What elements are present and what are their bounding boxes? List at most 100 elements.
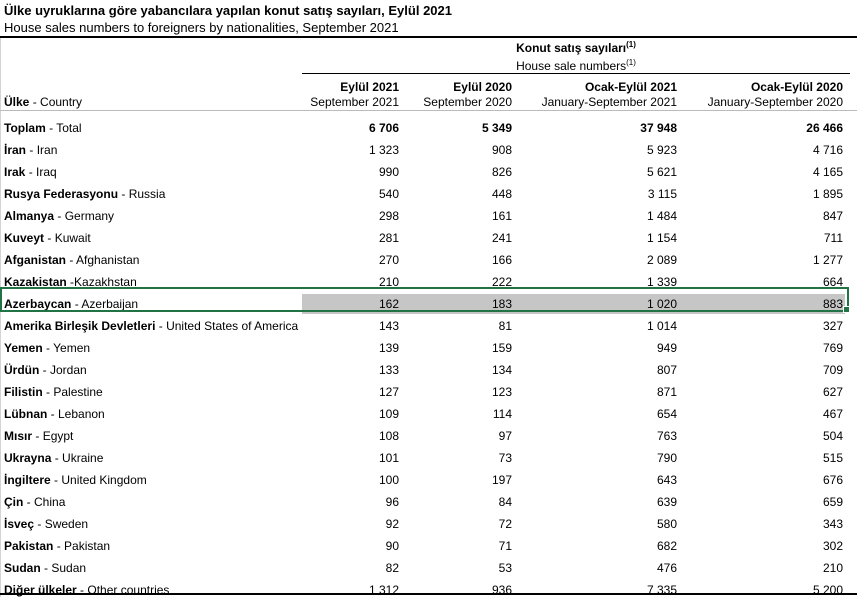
value-cell[interactable]: 37 948	[640, 121, 677, 135]
value-cell[interactable]: 5 349	[481, 121, 512, 135]
value-cell[interactable]: 5 923	[646, 143, 677, 157]
value-cell[interactable]: 769	[822, 341, 843, 355]
fill-handle[interactable]	[843, 306, 850, 313]
value-cell[interactable]: 627	[822, 385, 843, 399]
value-cell[interactable]: 143	[378, 319, 399, 333]
value-cell[interactable]: 210	[378, 275, 399, 289]
value-cell[interactable]: 949	[656, 341, 677, 355]
table-row[interactable]: Pakistan - Pakistan 90 71 682 302	[0, 535, 857, 557]
value-cell[interactable]: 1 014	[646, 319, 677, 333]
value-cell[interactable]: 343	[822, 517, 843, 531]
value-cell[interactable]: 4 716	[812, 143, 843, 157]
value-cell[interactable]: 990	[378, 165, 399, 179]
value-cell[interactable]: 222	[491, 275, 512, 289]
value-cell[interactable]: 100	[378, 473, 399, 487]
table-row[interactable]: Lübnan - Lebanon 109 114 654 467	[0, 403, 857, 425]
table-row[interactable]: Amerika Birleşik Devletleri - United Sta…	[0, 315, 857, 337]
value-cell[interactable]: 90	[385, 539, 399, 553]
value-cell[interactable]: 1 020	[646, 297, 677, 311]
value-cell[interactable]: 73	[498, 451, 512, 465]
value-cell[interactable]: 114	[492, 407, 512, 421]
value-cell[interactable]: 709	[822, 363, 843, 377]
value-cell[interactable]: 26 466	[806, 121, 843, 135]
value-cell[interactable]: 643	[656, 473, 677, 487]
table-row[interactable]: Ürdün - Jordan 133 134 807 709	[0, 359, 857, 381]
value-cell[interactable]: 1 323	[368, 143, 399, 157]
value-cell[interactable]: 210	[822, 561, 843, 575]
value-cell[interactable]: 101	[378, 451, 399, 465]
value-cell[interactable]: 639	[656, 495, 677, 509]
value-cell[interactable]: 81	[498, 319, 512, 333]
value-cell[interactable]: 847	[822, 209, 843, 223]
value-cell[interactable]: 504	[822, 429, 843, 443]
value-cell[interactable]: 96	[385, 495, 399, 509]
value-cell[interactable]: 5 621	[646, 165, 677, 179]
table-row[interactable]: Almanya - Germany 298 161 1 484 847	[0, 205, 857, 227]
value-cell[interactable]: 123	[491, 385, 512, 399]
table-row[interactable]: Irak - Iraq 990 826 5 621 4 165	[0, 161, 857, 183]
value-cell[interactable]: 127	[378, 385, 399, 399]
value-cell[interactable]: 4 165	[812, 165, 843, 179]
value-cell[interactable]: 139	[378, 341, 399, 355]
value-cell[interactable]: 197	[491, 473, 512, 487]
table-row[interactable]: Çin - China 96 84 639 659	[0, 491, 857, 513]
value-cell[interactable]: 166	[491, 253, 512, 267]
value-cell[interactable]: 659	[822, 495, 843, 509]
value-cell[interactable]: 1 895	[812, 187, 843, 201]
value-cell[interactable]: 448	[491, 187, 512, 201]
value-cell[interactable]: 71	[498, 539, 512, 553]
table-row[interactable]: Afganistan - Afghanistan 270 166 2 089 1 277	[0, 249, 857, 271]
value-cell[interactable]: 664	[822, 275, 843, 289]
value-cell[interactable]: 676	[822, 473, 843, 487]
value-cell[interactable]: 92	[385, 517, 399, 531]
value-cell[interactable]: 298	[378, 209, 399, 223]
value-cell[interactable]: 183	[491, 297, 512, 311]
table-row[interactable]: Mısır - Egypt 108 97 763 504	[0, 425, 857, 447]
value-cell[interactable]: 53	[498, 561, 512, 575]
value-cell[interactable]: 108	[378, 429, 399, 443]
value-cell[interactable]: 1 154	[646, 231, 677, 245]
table-row[interactable]: Filistin - Palestine 127 123 871 627	[0, 381, 857, 403]
table-row[interactable]: Ukrayna - Ukraine 101 73 790 515	[0, 447, 857, 469]
value-cell[interactable]: 302	[822, 539, 843, 553]
value-cell[interactable]: 162	[378, 297, 399, 311]
value-cell[interactable]: 2 089	[646, 253, 677, 267]
value-cell[interactable]: 6 706	[368, 121, 399, 135]
value-cell[interactable]: 540	[378, 187, 399, 201]
value-cell[interactable]: 159	[491, 341, 512, 355]
value-cell[interactable]: 763	[656, 429, 677, 443]
value-cell[interactable]: 1 339	[646, 275, 677, 289]
value-cell[interactable]: 908	[491, 143, 512, 157]
value-cell[interactable]: 580	[656, 517, 677, 531]
value-cell[interactable]: 133	[378, 363, 399, 377]
table-row[interactable]: İran - Iran 1 323 908 5 923 4 716	[0, 139, 857, 161]
value-cell[interactable]: 3 115	[647, 187, 677, 201]
value-cell[interactable]: 807	[656, 363, 677, 377]
value-cell[interactable]: 871	[656, 385, 677, 399]
value-cell[interactable]: 84	[498, 495, 512, 509]
table-row[interactable]: Yemen - Yemen 139 159 949 769	[0, 337, 857, 359]
value-cell[interactable]: 134	[491, 363, 512, 377]
table-row[interactable]: Kuveyt - Kuwait 281 241 1 154 711	[0, 227, 857, 249]
table-row[interactable]: Azerbaycan - Azerbaijan 162 183 1 020 883	[0, 293, 857, 315]
value-cell[interactable]: 1 484	[646, 209, 677, 223]
value-cell[interactable]: 654	[656, 407, 677, 421]
value-cell[interactable]: 883	[822, 297, 843, 311]
selected-row-outline[interactable]	[0, 287, 849, 312]
value-cell[interactable]: 711	[823, 231, 843, 245]
value-cell[interactable]: 515	[822, 451, 843, 465]
value-cell[interactable]: 241	[491, 231, 512, 245]
table-row[interactable]: Rusya Federasyonu - Russia 540 448 3 115 1 8…	[0, 183, 857, 205]
value-cell[interactable]: 467	[822, 407, 843, 421]
value-cell[interactable]: 682	[656, 539, 677, 553]
table-row[interactable]: İngiltere - United Kingdom 100 197 643 676	[0, 469, 857, 491]
value-cell[interactable]: 72	[498, 517, 512, 531]
value-cell[interactable]: 109	[378, 407, 399, 421]
value-cell[interactable]: 1 277	[812, 253, 843, 267]
value-cell[interactable]: 97	[498, 429, 512, 443]
value-cell[interactable]: 476	[656, 561, 677, 575]
table-row[interactable]: Kazakistan -Kazakhstan 210 222 1 339 664	[0, 271, 857, 293]
table-row[interactable]: İsveç - Sweden 92 72 580 343	[0, 513, 857, 535]
value-cell[interactable]: 270	[378, 253, 399, 267]
value-cell[interactable]: 281	[378, 231, 399, 245]
